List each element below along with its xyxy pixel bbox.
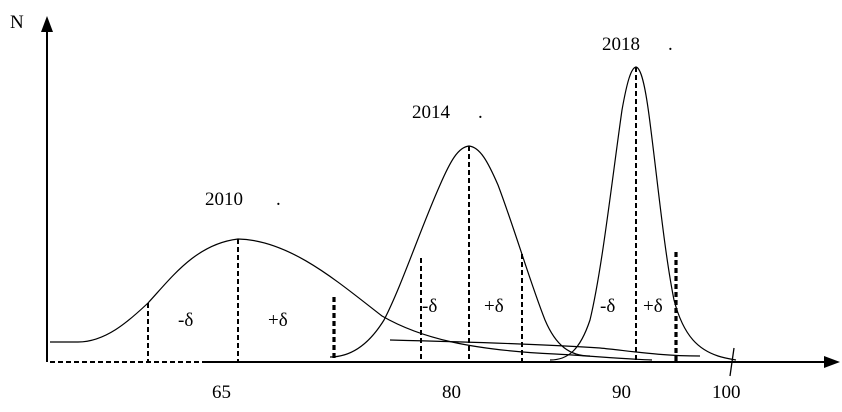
curve-2010-line bbox=[50, 238, 653, 361]
curve-2010-year-label: 2010 bbox=[205, 189, 243, 210]
x-100-marker bbox=[729, 347, 735, 377]
curve-2018-dot: . bbox=[668, 34, 673, 55]
curve-2018-minus-delta-label: -δ bbox=[600, 296, 615, 317]
curve-2014-line bbox=[329, 145, 591, 358]
curve-2010-minus-delta-label: -δ bbox=[178, 310, 193, 331]
y-axis-arrow bbox=[41, 16, 53, 32]
curve-2018-year-label: 2018 bbox=[602, 34, 640, 55]
curve-2018-plus-delta-label: +δ bbox=[643, 296, 663, 317]
curve-2010: 2010 . -δ +δ bbox=[50, 189, 653, 362]
curve-2018-line bbox=[549, 66, 737, 361]
x-axis-arrow bbox=[824, 356, 840, 368]
curve-2014-year-label: 2014 bbox=[412, 102, 451, 123]
x-tick-label: 80 bbox=[442, 382, 461, 403]
curve-2018: 2018 . -δ +δ bbox=[549, 34, 737, 362]
x-tick-label: 90 bbox=[612, 382, 631, 403]
curve-2014: 2014 . -δ +δ bbox=[329, 102, 701, 362]
curve-2014-plus-delta-label: +δ bbox=[484, 296, 504, 317]
axes: N bbox=[10, 12, 840, 368]
curve-2014-minus-delta-label: -δ bbox=[422, 296, 437, 317]
y-axis-label: N bbox=[10, 12, 24, 33]
curve-2010-plus-delta-label: +δ bbox=[268, 310, 288, 331]
curve-2014-dot: . bbox=[478, 102, 483, 123]
x-tick-label: 100 bbox=[712, 382, 741, 403]
curve-2010-dot: . bbox=[276, 189, 281, 210]
x-tick-labels: 65 80 90 100 bbox=[212, 382, 741, 403]
curve-2014-tail-line bbox=[389, 339, 701, 357]
x-tick-label: 65 bbox=[212, 382, 231, 403]
